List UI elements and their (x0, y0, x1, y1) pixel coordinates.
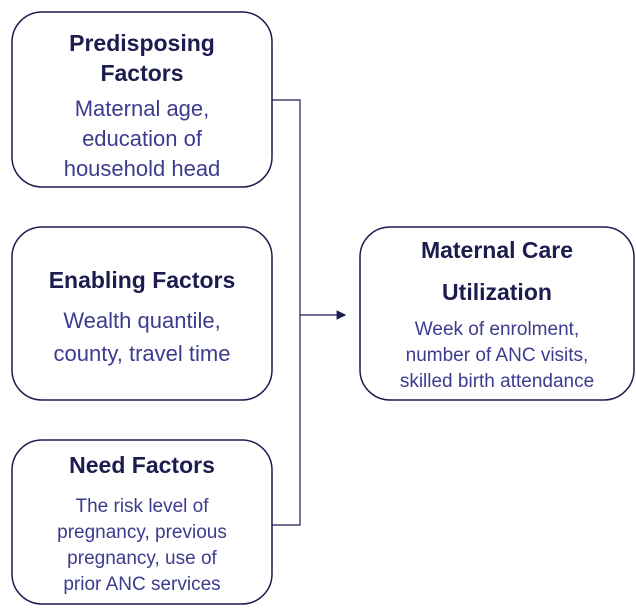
node-text: Maternal age, (75, 96, 210, 121)
node-text: number of ANC visits, (406, 345, 589, 366)
node-text: household head (64, 156, 221, 181)
node-box (11, 439, 273, 605)
node-text: prior ANC services (63, 574, 220, 595)
node-title: Need Factors (69, 452, 215, 478)
node-text: pregnancy, use of (67, 548, 217, 569)
node-text: county, travel time (54, 341, 231, 366)
node-title: Factors (100, 60, 183, 86)
node-text: pregnancy, previous (57, 522, 227, 543)
node-text: The risk level of (75, 496, 209, 517)
node-title: Enabling Factors (49, 267, 236, 293)
node-text: Week of enrolment, (415, 319, 579, 340)
node-box (359, 226, 635, 401)
node-text: Wealth quantile, (63, 308, 220, 333)
node-title: Utilization (442, 279, 552, 305)
node-title: Predisposing (69, 30, 215, 56)
node-title: Maternal Care (421, 237, 573, 263)
node-box (11, 226, 273, 401)
node-text: skilled birth attendance (400, 371, 594, 392)
node-text: education of (82, 126, 203, 151)
bracket (272, 99, 301, 526)
